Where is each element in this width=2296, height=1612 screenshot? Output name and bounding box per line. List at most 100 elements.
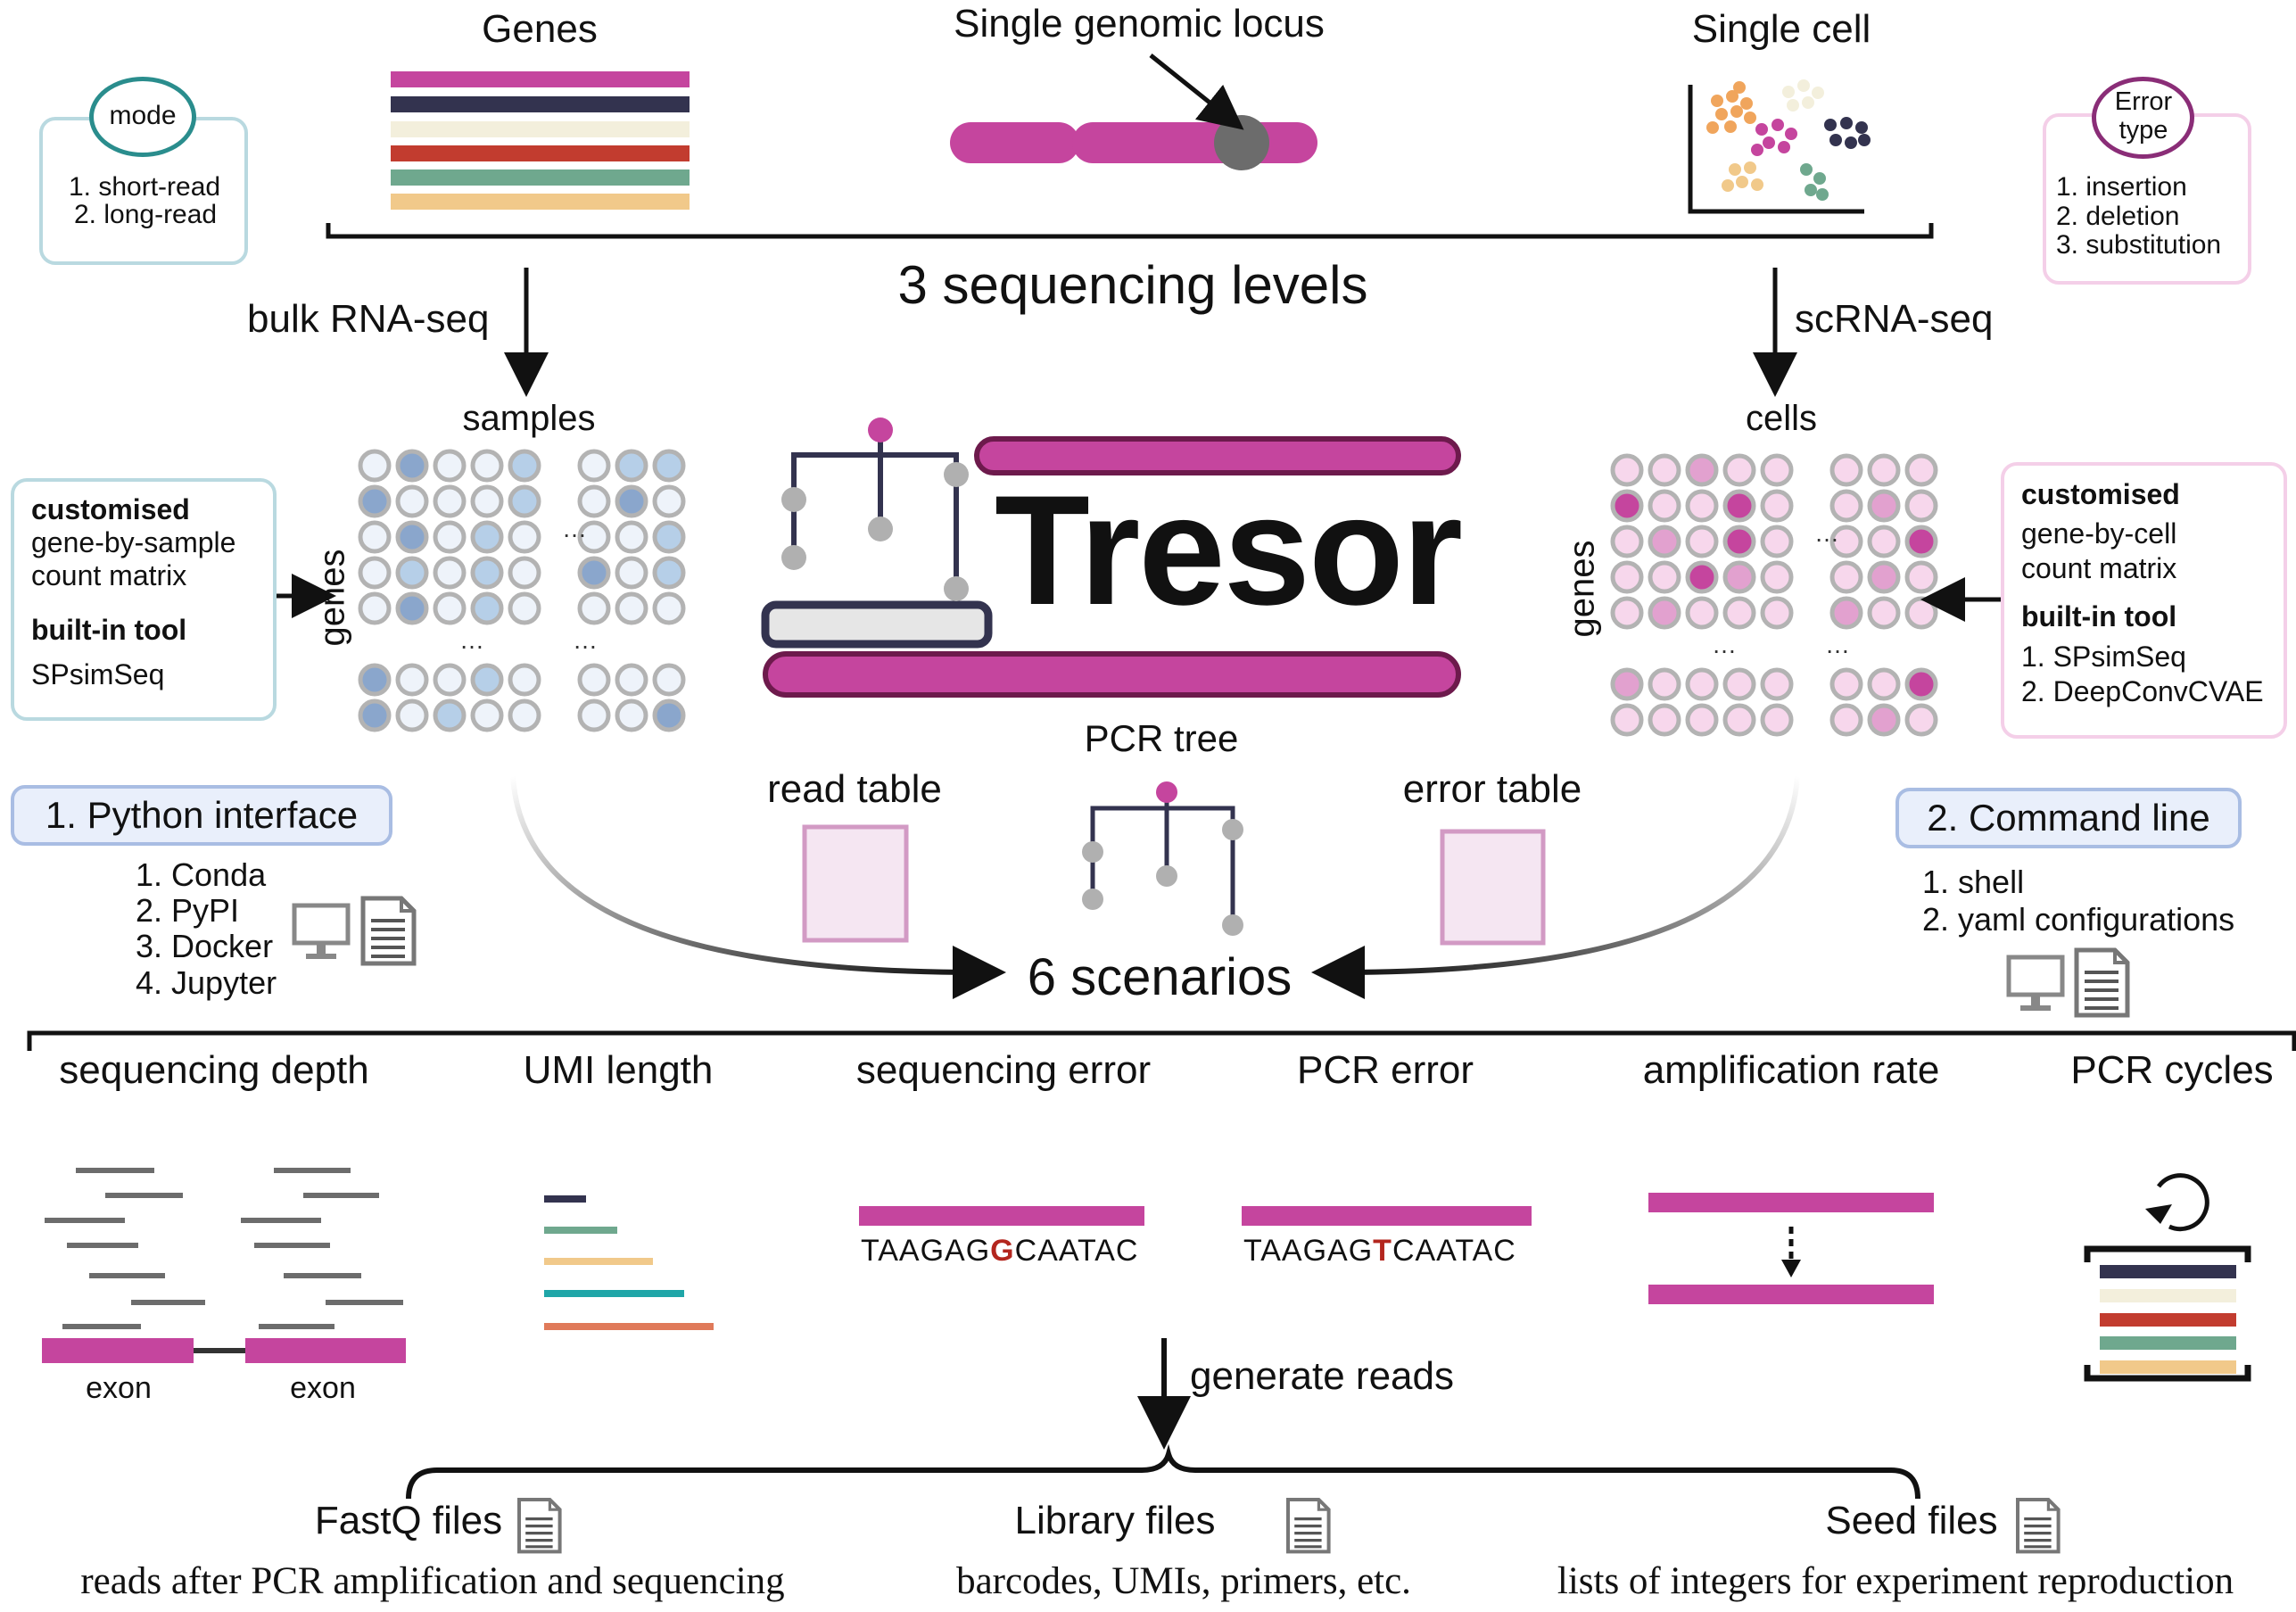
mode-title: mode [109,101,177,130]
matrix-ellipsis: … [1712,631,1737,658]
matrix-ellipsis: … [1825,631,1850,658]
matrix-cell [615,556,648,590]
matrix-cell [577,556,611,590]
matrix-cell [395,449,429,483]
python-item-1: 1. Conda [136,856,267,893]
matrix-cell [470,663,504,697]
matrix-cell [1685,489,1719,523]
genes-label: Genes [482,7,598,51]
matrix-cell [433,449,467,483]
matrix-cell [1904,525,1938,558]
matrix-cell [1867,667,1901,701]
matrix-cell [1648,560,1681,594]
command-line-title: 2. Command line [1927,797,2210,839]
computer-icon [292,903,351,959]
error-type-item-1: 1. insertion [2056,172,2187,202]
computer-icon-2 [2006,955,2065,1011]
outputs-brace [406,1443,1920,1500]
matrix-cell [395,520,429,554]
matrix-cell [508,484,541,518]
right-builtin-tool-2: 2. DeepConvCVAE [2021,675,2264,707]
single-cell-scatter [1688,79,1871,214]
matrix-cell [1722,596,1756,630]
scenario-pcr-cycles: PCR cycles [2070,1048,2274,1092]
matrix-cell [395,484,429,518]
matrix-cell [395,591,429,625]
error-type-circle [2092,77,2194,159]
matrix-cell [577,591,611,625]
matrix-cell [652,449,686,483]
bulk-label: bulk RNA-seq [247,297,490,341]
scenario-umi-length: UMI length [523,1048,714,1092]
matrix-cell [1722,453,1756,487]
matrix-cell [508,449,541,483]
python-item-4: 4. Jupyter [136,964,277,1001]
matrix-cell [652,484,686,518]
right-custom-line2: count matrix [2021,552,2177,584]
error-table-label: error table [1402,767,1582,811]
error-type-item-3: 3. substitution [2056,230,2222,260]
matrix-cell [577,484,611,518]
matrix-cell [1685,560,1719,594]
matrix-cell [1760,596,1794,630]
matrix-cell [508,591,541,625]
matrix-cell [1904,703,1938,737]
matrix-cell [1760,489,1794,523]
matrix-cell [1829,525,1863,558]
matrix-cell [1829,489,1863,523]
matrix-cell [1610,596,1644,630]
matrix-cell [615,449,648,483]
matrix-ellipsis: … [562,515,587,542]
python-item-3: 3. Docker [136,928,274,964]
matrix-cell [615,520,648,554]
matrix-cell [1648,489,1681,523]
samples-label: samples [462,399,596,438]
matrix-cell [652,520,686,554]
seq-error-sequence: TAAGAGGCAATAC [861,1234,1139,1268]
matrix-cell [470,484,504,518]
python-item-2: 2. PyPI [136,892,240,929]
pcr-error-read-bar [1242,1206,1532,1226]
matrix-cell [433,556,467,590]
matrix-cell [1685,667,1719,701]
matrix-cell [433,591,467,625]
matrix-cell [1904,453,1938,487]
matrix-cell [1904,560,1938,594]
pcr-cycles-graphic [2084,1173,2251,1382]
matrix-cell [433,663,467,697]
matrix-cell [1867,560,1901,594]
matrix-cell [433,520,467,554]
library-file-icon [1286,1498,1331,1554]
matrix-cell [433,484,467,518]
matrix-cell [395,663,429,697]
mode-circle [89,77,196,157]
matrix-cell [358,520,392,554]
left-builtin-tool: SPsimSeq [31,658,165,690]
genes-stripes [391,71,690,210]
matrix-cell [1722,560,1756,594]
matrix-cell [1648,703,1681,737]
library-desc: barcodes, UMIs, primers, etc. [956,1560,1411,1602]
scenario-amplification-rate: amplification rate [1642,1048,1940,1092]
error-type-title-2: type [2118,116,2168,145]
matrix-cell [470,520,504,554]
locus-label: Single genomic locus [954,2,1325,45]
matrix-cell [470,449,504,483]
matrix-cell [508,556,541,590]
command-line-pill[interactable]: 2. Command line [1895,788,2242,848]
exon-graphic [42,1338,406,1363]
mode-item-2: 2. long-read [74,200,218,229]
matrix-cell [433,699,467,732]
matrix-cell [1867,489,1901,523]
right-curve-arrow [1311,775,1800,999]
levels-bracket [326,223,1934,239]
matrix-ellipsis: … [1814,519,1839,547]
matrix-cell [358,484,392,518]
seq-error-read-bar [859,1206,1144,1226]
scenarios-title: 6 scenarios [1027,948,1293,1006]
matrix-cell [615,663,648,697]
left-genes-label: genes [312,549,352,647]
python-interface-pill[interactable]: 1. Python interface [11,785,392,846]
exon-label-1: exon [86,1371,152,1405]
error-table-graphic [1440,829,1546,946]
